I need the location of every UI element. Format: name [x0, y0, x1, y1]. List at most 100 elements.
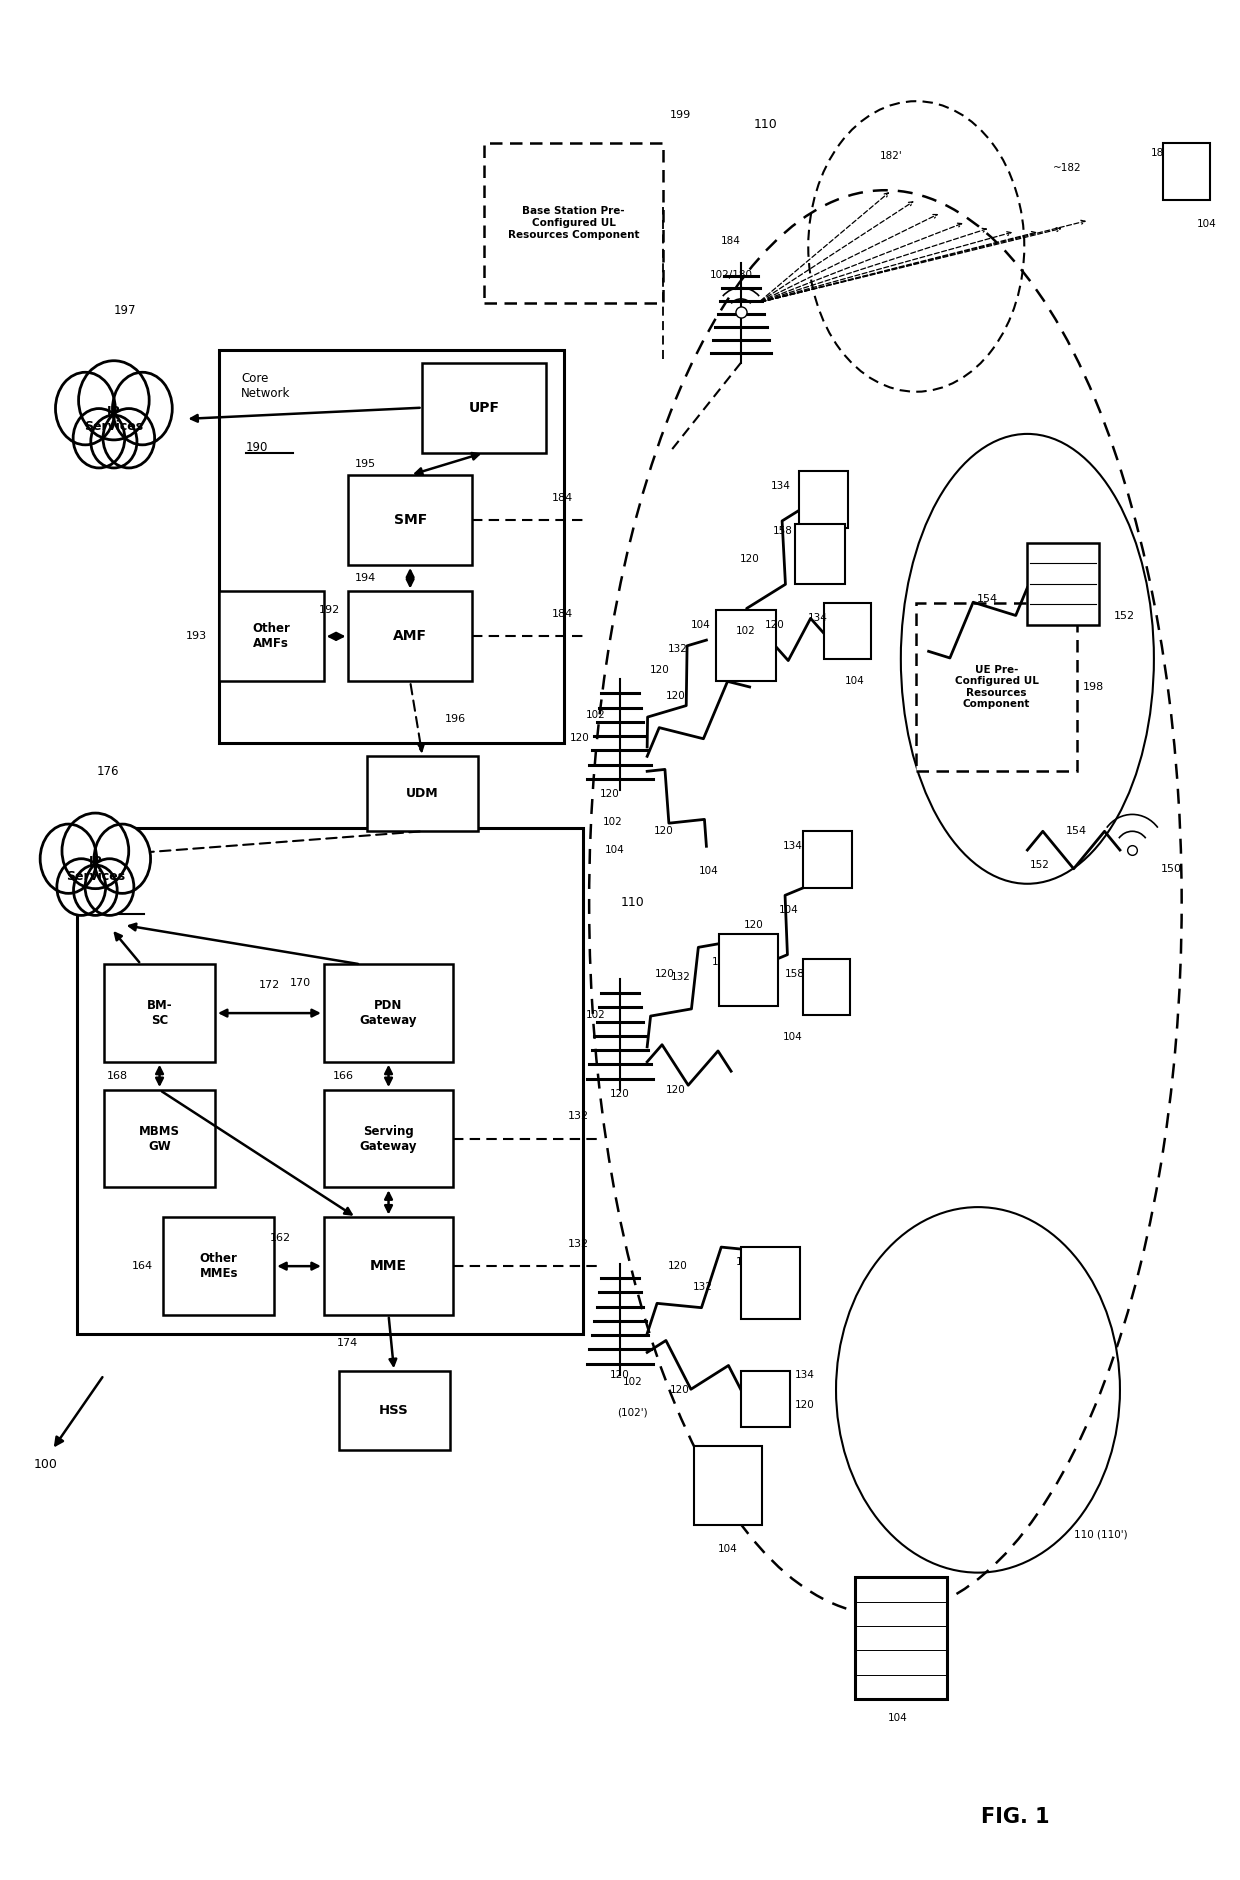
FancyBboxPatch shape	[218, 592, 324, 681]
Text: 134: 134	[795, 1371, 815, 1380]
Text: 104: 104	[718, 1543, 738, 1555]
Text: Base Station Pre-
Configured UL
Resources Component: Base Station Pre- Configured UL Resource…	[508, 207, 640, 239]
Text: 102: 102	[737, 626, 756, 635]
Text: 120: 120	[610, 1371, 630, 1380]
Text: 174: 174	[336, 1339, 357, 1348]
Text: IP
Services: IP Services	[66, 855, 125, 884]
Text: 104: 104	[779, 904, 799, 916]
Text: 134: 134	[807, 613, 827, 622]
Text: 134: 134	[782, 840, 802, 852]
Text: 104: 104	[712, 957, 732, 968]
Text: UE Pre-
Configured UL
Resources
Component: UE Pre- Configured UL Resources Componen…	[955, 664, 1038, 709]
Ellipse shape	[113, 372, 172, 446]
Text: (102'): (102')	[618, 1408, 647, 1418]
Text: Core
Network: Core Network	[241, 372, 290, 400]
Text: 134: 134	[770, 481, 790, 491]
FancyBboxPatch shape	[694, 1446, 761, 1525]
Text: 168: 168	[107, 1072, 128, 1081]
Text: 132: 132	[668, 645, 688, 654]
Ellipse shape	[78, 361, 149, 440]
Text: 104: 104	[744, 1446, 763, 1455]
Text: 184: 184	[552, 609, 573, 619]
Text: 158: 158	[773, 526, 792, 536]
FancyBboxPatch shape	[719, 934, 777, 1006]
FancyBboxPatch shape	[742, 1248, 800, 1318]
Text: 104: 104	[691, 620, 711, 630]
Ellipse shape	[94, 823, 150, 893]
Ellipse shape	[57, 859, 105, 916]
FancyBboxPatch shape	[324, 1218, 454, 1314]
FancyBboxPatch shape	[77, 827, 583, 1333]
FancyBboxPatch shape	[164, 1218, 274, 1314]
Text: 196: 196	[445, 714, 466, 724]
Text: 104: 104	[605, 844, 625, 855]
Text: 104: 104	[1197, 218, 1216, 229]
Text: 102: 102	[603, 818, 622, 827]
Text: 199: 199	[670, 111, 691, 120]
Text: 104: 104	[782, 1032, 802, 1043]
Text: 194: 194	[355, 573, 376, 583]
Text: 120: 120	[744, 919, 763, 931]
Text: 184: 184	[722, 235, 742, 246]
Text: Other
AMFs: Other AMFs	[252, 622, 290, 650]
FancyBboxPatch shape	[484, 143, 663, 303]
Text: IP
Services: IP Services	[84, 406, 144, 432]
FancyBboxPatch shape	[742, 1371, 790, 1427]
Text: 166: 166	[334, 1072, 353, 1081]
FancyBboxPatch shape	[802, 831, 852, 887]
Text: 104: 104	[888, 1713, 908, 1722]
Text: 195: 195	[355, 459, 376, 468]
FancyBboxPatch shape	[717, 611, 775, 681]
Text: EPC: EPC	[95, 850, 118, 863]
FancyBboxPatch shape	[218, 350, 564, 743]
Text: 132: 132	[568, 1111, 589, 1120]
Text: 120: 120	[666, 692, 686, 701]
Text: 197: 197	[114, 305, 136, 316]
Text: 110 (110'): 110 (110')	[1074, 1528, 1128, 1540]
Ellipse shape	[103, 408, 155, 468]
Ellipse shape	[86, 859, 134, 916]
Text: SMF: SMF	[393, 513, 427, 526]
Text: 132: 132	[693, 1282, 713, 1292]
Text: 160: 160	[99, 901, 122, 914]
Text: 198: 198	[1083, 682, 1104, 692]
Ellipse shape	[40, 823, 97, 893]
Text: Other
MMEs: Other MMEs	[200, 1252, 238, 1280]
Text: 152: 152	[1029, 859, 1049, 870]
Text: PDN
Gateway: PDN Gateway	[360, 998, 418, 1026]
Text: 110: 110	[754, 118, 777, 132]
Text: MBMS
GW: MBMS GW	[139, 1124, 180, 1152]
Text: 104: 104	[737, 1258, 756, 1267]
Text: 176: 176	[97, 765, 119, 778]
FancyBboxPatch shape	[348, 476, 472, 566]
Text: ~182: ~182	[1053, 164, 1081, 173]
FancyBboxPatch shape	[799, 472, 848, 528]
Ellipse shape	[73, 865, 118, 916]
Text: 104: 104	[844, 677, 864, 686]
Text: 193: 193	[185, 632, 207, 641]
Text: 182': 182'	[880, 152, 903, 162]
Text: 158: 158	[785, 968, 805, 979]
Ellipse shape	[91, 415, 136, 468]
Text: 120: 120	[655, 968, 675, 979]
Text: 184: 184	[552, 493, 573, 502]
Text: 132: 132	[568, 1239, 589, 1248]
Text: 100: 100	[33, 1459, 57, 1472]
Ellipse shape	[62, 812, 129, 889]
Text: 150: 150	[1161, 863, 1182, 874]
FancyBboxPatch shape	[324, 964, 454, 1062]
Text: UDM: UDM	[407, 788, 439, 801]
Text: 102: 102	[622, 1378, 642, 1387]
FancyBboxPatch shape	[802, 959, 849, 1015]
Text: 120: 120	[650, 666, 670, 675]
FancyBboxPatch shape	[339, 1371, 450, 1449]
Text: 104: 104	[807, 547, 827, 556]
Text: 154: 154	[1066, 827, 1087, 837]
Text: HSS: HSS	[379, 1404, 409, 1418]
FancyBboxPatch shape	[854, 1577, 947, 1700]
Text: FIG. 1: FIG. 1	[981, 1807, 1049, 1827]
Text: UPF: UPF	[469, 400, 500, 415]
FancyBboxPatch shape	[348, 592, 472, 681]
Text: 120: 120	[670, 1386, 689, 1395]
Text: 164: 164	[133, 1261, 154, 1271]
